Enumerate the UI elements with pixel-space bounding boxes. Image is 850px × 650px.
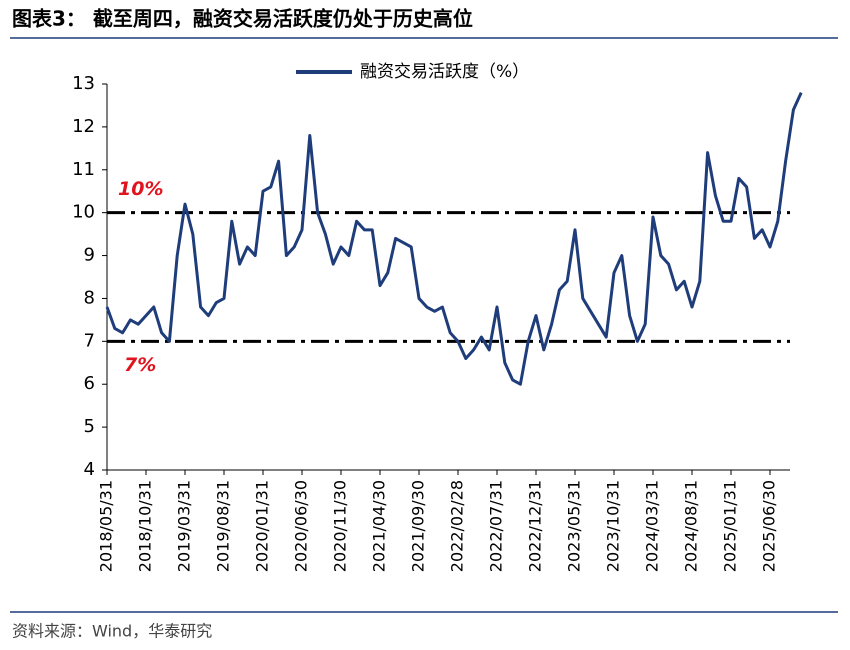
y-tick-label: 13 bbox=[72, 73, 95, 94]
x-tick-label: 2018/10/31 bbox=[136, 480, 155, 572]
x-tick-label: 2018/05/31 bbox=[97, 480, 116, 572]
x-tick-label: 2020/11/30 bbox=[331, 480, 350, 572]
y-tick-label: 11 bbox=[72, 159, 95, 180]
x-tick-label: 2022/02/28 bbox=[448, 480, 467, 572]
x-tick-label: 2019/03/31 bbox=[175, 480, 194, 572]
y-tick-label: 9 bbox=[84, 245, 95, 266]
x-tick-label: 2023/10/31 bbox=[604, 480, 623, 572]
reference-label: 10% bbox=[118, 178, 163, 200]
x-tick-label: 2022/07/31 bbox=[487, 480, 506, 572]
x-tick-label: 2025/06/30 bbox=[760, 480, 779, 572]
y-tick-label: 5 bbox=[84, 416, 95, 437]
chart-title: 图表3： 截至周四，融资交易活跃度仍处于历史高位 bbox=[12, 7, 473, 31]
y-tick-label: 8 bbox=[84, 287, 95, 308]
y-tick-label: 12 bbox=[72, 116, 95, 137]
x-tick-label: 2025/01/31 bbox=[721, 480, 740, 572]
reference-label: 7% bbox=[124, 354, 156, 376]
series-line bbox=[105, 91, 803, 386]
y-tick-label: 7 bbox=[84, 330, 95, 351]
x-tick-label: 2023/05/31 bbox=[565, 480, 584, 572]
x-tick-label: 2019/08/31 bbox=[214, 480, 233, 572]
legend-label: 融资交易活跃度（%） bbox=[360, 62, 529, 82]
x-tick-label: 2022/12/31 bbox=[526, 480, 545, 572]
x-tick-label: 2024/08/31 bbox=[682, 480, 701, 572]
source: 资料来源：Wind，华泰研究 bbox=[12, 622, 212, 641]
y-tick-label: 10 bbox=[72, 202, 95, 223]
y-tick-label: 6 bbox=[84, 373, 95, 394]
x-tick-label: 2021/09/30 bbox=[409, 480, 428, 572]
x-tick-label: 2020/01/31 bbox=[253, 480, 272, 572]
x-tick-label: 2021/04/30 bbox=[370, 480, 389, 572]
y-tick-label: 4 bbox=[84, 459, 95, 480]
x-tick-label: 2020/06/30 bbox=[292, 480, 311, 572]
x-tick-label: 2024/03/31 bbox=[643, 480, 662, 572]
